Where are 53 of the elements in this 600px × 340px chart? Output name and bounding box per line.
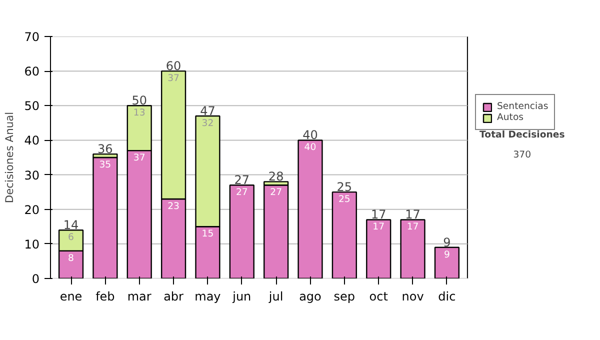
x-tick-label: oct [369,290,388,304]
data-label: 8 [68,252,74,264]
y-tick-label: 60 [24,64,40,79]
x-tick-label: may [194,290,221,304]
data-label: 32 [202,118,214,130]
total-label: 14 [63,218,79,232]
total-label: 50 [132,94,148,108]
y-tick-label: 50 [24,99,40,114]
legend-label: Sentencias [497,101,548,112]
total-label: 60 [166,59,182,74]
total-label: 17 [370,208,386,222]
y-tick-label: 20 [24,202,40,217]
x-tick-label: dic [438,290,456,304]
data-label: 37 [133,152,146,164]
x-tick-label: jul [268,290,284,304]
x-tick-label: ago [299,290,322,304]
y-tick-label: 10 [24,237,40,252]
y-tick-label: 30 [24,168,40,182]
data-label: 23 [168,200,180,212]
x-tick-label: sep [334,290,356,304]
total-label: 36 [98,142,113,156]
data-label: 40 [304,142,316,154]
total-label: 28 [268,170,284,184]
data-label: 27 [236,187,248,198]
x-tick-label: feb [96,290,115,304]
y-axis-title: Decisiones Anual [3,112,16,204]
x-tick-label: abr [164,290,184,304]
x-tick-label: ene [60,290,82,304]
legend-label: Autos [497,112,524,123]
total-label: 9 [443,235,451,250]
data-label: 9 [444,249,450,260]
data-label: 6 [68,232,74,244]
x-tick-label: jun [232,290,252,304]
y-tick-label: 0 [32,272,40,286]
data-label: 25 [338,194,350,206]
y-tick-label: 70 [24,30,40,44]
data-label: 13 [133,108,146,119]
data-label: 17 [372,222,385,233]
total-label: 25 [336,180,352,194]
x-tick-label: nov [402,290,424,304]
x-tick-label: mar [127,290,152,304]
total-label: 47 [200,104,216,118]
data-label: 15 [202,228,214,240]
total-label: 17 [405,208,420,222]
total-label: 40 [302,128,318,142]
data-label: 37 [168,73,180,84]
total-label: 27 [234,173,250,188]
data-label: 27 [270,187,282,198]
data-label: 17 [406,222,419,233]
data-label: 35 [99,160,112,170]
y-tick-label: 40 [24,134,40,148]
text: 370 [513,150,532,160]
text: Total Decisiones [480,130,566,141]
